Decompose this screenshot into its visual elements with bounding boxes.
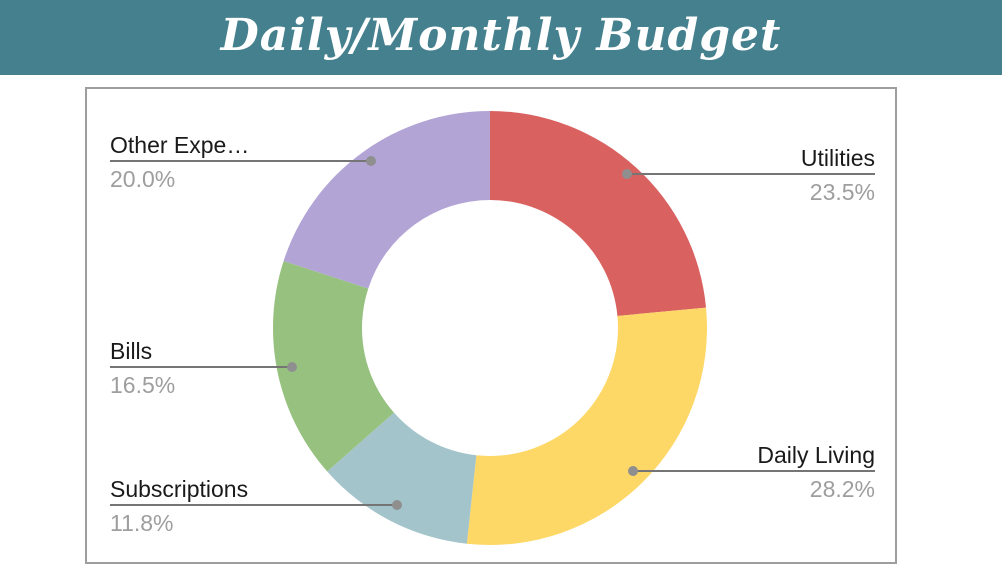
slice-percent-utilities: 23.5% xyxy=(809,179,875,205)
leader-dot-utilities xyxy=(622,169,632,179)
slice-label-subscriptions: Subscriptions xyxy=(110,476,249,502)
slice-label-other-expenses: Other Expe… xyxy=(110,132,250,158)
leader-line-subscriptions xyxy=(110,504,397,506)
donut-slice-bills[interactable] xyxy=(273,260,394,472)
page-title: Daily/Monthly Budget xyxy=(220,10,782,61)
leader-dot-bills xyxy=(287,362,297,372)
slice-percent-daily-living: 28.2% xyxy=(809,476,875,502)
leader-line-bills xyxy=(110,366,292,368)
slice-percent-subscriptions: 11.8% xyxy=(110,510,174,536)
slice-percent-other-expenses: 20.0% xyxy=(110,166,176,192)
leader-line-other-expenses xyxy=(110,160,371,162)
header-banner: Daily/Monthly Budget xyxy=(0,0,1002,75)
leader-line-daily-living xyxy=(633,470,875,472)
donut-slice-daily-living[interactable] xyxy=(466,307,708,545)
donut-chart[interactable] xyxy=(87,89,895,562)
donut-slice-utilities[interactable] xyxy=(490,111,707,316)
leader-dot-subscriptions xyxy=(392,500,402,510)
leader-line-utilities xyxy=(627,173,875,175)
slice-label-utilities: Utilities xyxy=(800,145,875,171)
donut-slice-subscriptions[interactable] xyxy=(327,412,477,544)
leader-dot-daily-living xyxy=(628,466,638,476)
slice-label-bills: Bills xyxy=(110,338,153,364)
slice-percent-bills: 16.5% xyxy=(110,372,176,398)
leader-dot-other-expenses xyxy=(366,156,376,166)
slice-label-daily-living: Daily Living xyxy=(757,442,875,468)
donut-slice-other-expe[interactable] xyxy=(283,111,490,289)
